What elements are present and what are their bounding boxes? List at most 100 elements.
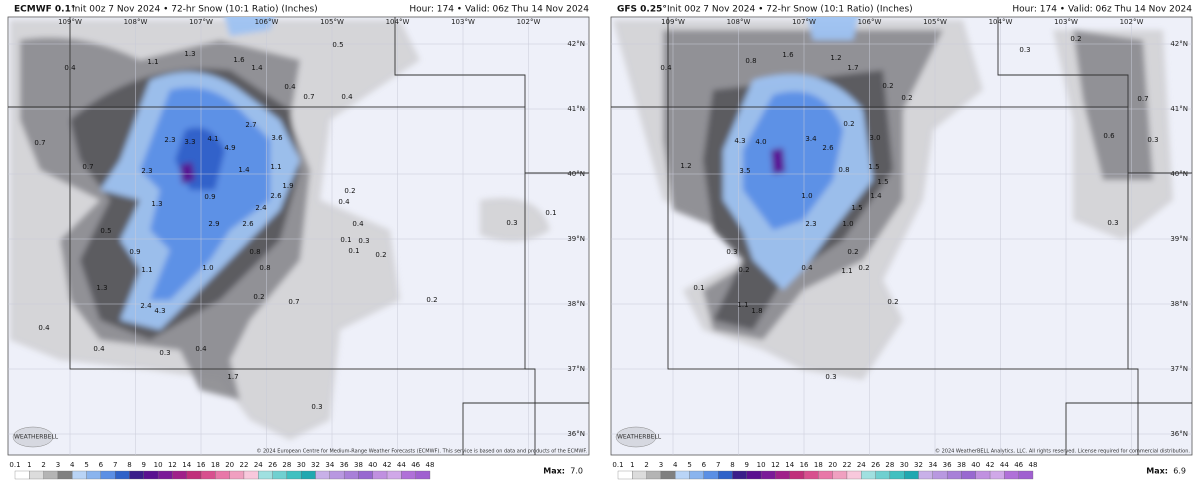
colorbar-swatch xyxy=(29,470,44,480)
snow-area xyxy=(807,17,859,40)
contour-label: 0.7 xyxy=(288,298,299,306)
state-border-ne xyxy=(997,17,1129,107)
colorbar-swatch xyxy=(660,470,676,480)
colorbar-swatch xyxy=(86,470,102,480)
colorbar-swatch xyxy=(946,470,962,480)
colorbar-tick: 8 xyxy=(127,461,131,469)
contour-label: 0.7 xyxy=(1137,95,1148,103)
snow-area xyxy=(480,198,550,242)
map-panel: ECMWF 0.1°Init 00z 7 Nov 2024 • 72-hr Sn… xyxy=(7,5,590,480)
latitude-label: 41°N xyxy=(1170,105,1188,113)
contour-label: 1.5 xyxy=(851,204,862,212)
contour-label: 0.1 xyxy=(348,247,359,255)
contour-label: 2.3 xyxy=(141,167,152,175)
colorbar-tick: 10 xyxy=(154,461,163,469)
latitude-label: 38°N xyxy=(567,300,585,308)
latitude-label: 37°N xyxy=(567,365,585,373)
contour-label: 2.3 xyxy=(164,136,175,144)
state-borders xyxy=(8,17,71,108)
colorbar-swatch xyxy=(272,470,288,480)
colorbar-tick: 6 xyxy=(99,461,104,469)
contour-label: 4.3 xyxy=(734,137,745,145)
colorbar-tick: 0.1 xyxy=(9,461,20,469)
colorbar-tick: 16 xyxy=(197,461,206,469)
contour-label: 0.8 xyxy=(259,264,270,272)
state-border-tx xyxy=(1065,402,1192,455)
colorbar-tick: 28 xyxy=(282,461,291,469)
colorbar-swatch xyxy=(1018,470,1034,480)
contour-label: 2.6 xyxy=(822,144,834,152)
max-label: Max: xyxy=(1146,467,1168,476)
colorbar-tick: 32 xyxy=(914,461,923,469)
colorbar-tick: 4 xyxy=(70,461,75,469)
colorbar-swatch xyxy=(200,470,216,480)
longitude-label: 105°W xyxy=(923,18,947,26)
colorbar-tick: 5 xyxy=(687,461,691,469)
contour-label: 1.0 xyxy=(801,192,812,200)
contour-label: 2.3 xyxy=(805,220,816,228)
longitude-label: 104°W xyxy=(989,18,1013,26)
colorbar-swatch xyxy=(401,470,416,480)
latitude-label: 42°N xyxy=(567,40,585,48)
colorbar-tick: 4 xyxy=(673,461,678,469)
contour-label: 0.3 xyxy=(1147,136,1158,144)
contour-label: 1.5 xyxy=(877,178,888,186)
colorbar-swatch xyxy=(975,470,991,480)
colorbar-tick: 2 xyxy=(41,461,45,469)
snow-area xyxy=(140,87,270,300)
contour-label: 4.3 xyxy=(154,307,165,315)
colorbar-tick: 0.1 xyxy=(612,461,623,469)
contour-label: 0.5 xyxy=(332,41,343,49)
colorbar-swatch xyxy=(832,470,848,480)
contour-label: 1.2 xyxy=(680,162,691,170)
contour-label: 0.1 xyxy=(545,209,556,217)
colorbar-swatch xyxy=(703,470,719,480)
colorbar-swatch xyxy=(157,470,173,480)
contour-label: 0.3 xyxy=(825,373,836,381)
latitude-label: 37°N xyxy=(1170,365,1188,373)
contour-label: 1.1 xyxy=(147,58,158,66)
colorbar-swatch xyxy=(1004,470,1019,480)
colorbar-swatch xyxy=(718,470,733,480)
contour-label: 1.1 xyxy=(141,266,152,274)
colorbar-tick: 12 xyxy=(771,461,780,469)
colorbar-swatch xyxy=(846,470,862,480)
contour-label: 0.2 xyxy=(253,293,264,301)
colorbar-swatch xyxy=(72,470,87,480)
colorbar-tick: 14 xyxy=(785,461,794,469)
contour-label: 0.8 xyxy=(838,166,849,174)
contour-label: 0.4 xyxy=(341,93,353,101)
contour-label: 0.4 xyxy=(64,64,76,72)
valid-time: Hour: 174 • Valid: 06z Thu 14 Nov 2024 xyxy=(1012,5,1192,15)
longitude-label: 103°W xyxy=(451,18,475,26)
colorbar-swatch xyxy=(818,470,833,480)
contour-label: 0.3 xyxy=(311,403,322,411)
colorbar-tick: 42 xyxy=(986,461,995,469)
colorbar-swatch xyxy=(775,470,790,480)
colorbar-tick: 8 xyxy=(730,461,734,469)
contour-label: 0.8 xyxy=(249,248,260,256)
colorbar-tick: 24 xyxy=(857,461,866,469)
contour-label: 0.2 xyxy=(426,296,437,304)
colorbar-tick: 36 xyxy=(943,461,952,469)
state-border-colorado xyxy=(69,106,526,370)
contour-label: 1.7 xyxy=(847,64,858,72)
contour-label: 2.6 xyxy=(270,192,282,200)
snowfall-shading xyxy=(10,17,550,440)
copyright: © 2024 European Centre for Medium-Range … xyxy=(256,448,587,455)
colorbar-swatch xyxy=(617,470,633,480)
contour-label: 0.2 xyxy=(738,266,749,274)
contour-label: 1.7 xyxy=(227,373,238,381)
colorbar-tick: 30 xyxy=(900,461,909,469)
colorbar-swatch xyxy=(889,470,905,480)
colorbar-tick: 32 xyxy=(311,461,320,469)
contour-label: 0.1 xyxy=(693,284,704,292)
colorbar-tick: 3 xyxy=(659,461,663,469)
colorbar-swatch xyxy=(186,470,202,480)
colorbar-swatch xyxy=(301,470,316,480)
colorbar-swatch xyxy=(789,470,805,480)
colorbar-swatch xyxy=(343,470,359,480)
contour-label: 4.9 xyxy=(224,144,235,152)
